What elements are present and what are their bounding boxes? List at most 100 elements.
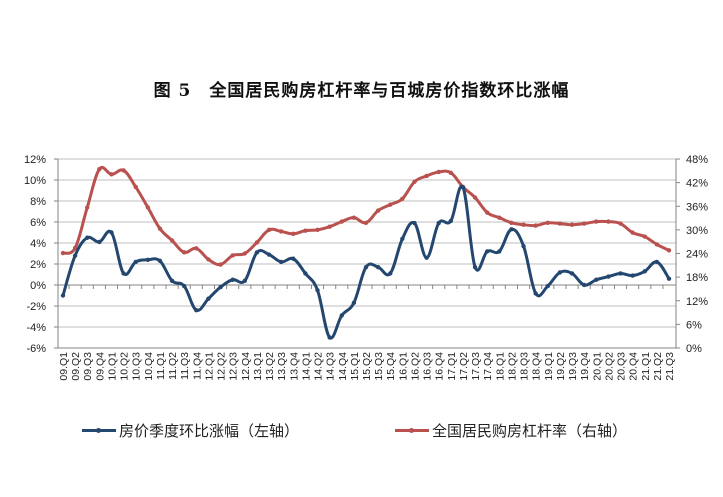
data-point-marker [194,246,199,251]
data-point-marker [254,240,260,245]
data-point-marker [351,300,357,306]
x-axis-tick-label: 10.Q1 [106,352,118,381]
data-point-marker [472,264,478,270]
data-point-marker [109,230,114,235]
data-point-marker [85,235,90,240]
data-point-marker [291,256,296,261]
right-axis-tick-label: 30% [686,225,708,237]
data-point-marker [315,227,320,233]
data-point-marker [254,250,260,255]
x-axis-tick-label: 19.Q2 [555,352,567,381]
x-axis-tick-label: 20.Q2 [603,352,615,381]
left-axis-tick-label: 4% [30,238,46,250]
data-point-marker [533,223,538,228]
x-axis-tick-label: 14.Q3 [325,352,337,381]
x-axis-tick-label: 17.Q2 [458,352,470,381]
x-axis-tick-label: 09.Q2 [70,352,82,381]
data-point-marker [388,202,393,207]
data-point-marker [60,250,66,256]
data-point-marker [194,308,199,313]
x-axis-tick-label: 16.Q1 [397,352,409,381]
x-axis-tick-label: 14.Q1 [300,352,312,381]
x-axis-tick-label: 11.Q1 [155,352,167,380]
data-point-marker [448,170,454,175]
data-point-marker [278,229,284,234]
data-point-marker [521,222,526,227]
x-axis-tick-label: 16.Q2 [409,352,421,381]
right-axis-tick-label: 12% [686,296,708,308]
data-point-marker [60,293,66,298]
data-point-marker [327,335,332,340]
x-axis-tick-label: 15.Q1 [349,352,361,381]
data-point-marker [375,208,381,213]
data-point-marker [654,242,660,247]
series-price-change [60,184,672,340]
right-axis-tick-label: 42% [686,178,708,190]
right-axis-tick-label: 6% [686,319,702,331]
left-axis-tick-label: -6% [26,343,46,355]
data-point-marker [400,196,405,201]
data-point-marker [157,258,163,264]
data-point-marker [303,271,308,276]
data-point-marker [169,238,175,243]
data-point-marker [157,226,163,231]
x-axis-tick-label: 13.Q2 [264,352,276,381]
data-point-marker [278,259,284,265]
x-axis-tick-label: 18.Q1 [494,352,506,381]
left-axis-tick-label: 8% [30,196,46,208]
data-point-marker [581,282,587,288]
data-point-marker [557,270,563,275]
data-point-marker [291,231,296,237]
x-axis-tick-label: 13.Q4 [288,352,300,381]
data-point-marker [448,218,454,224]
left-axis-tick-label: -4% [26,322,46,334]
left-axis-tick-label: 6% [30,217,46,229]
x-axis-tick-label: 14.Q2 [313,352,325,381]
data-point-marker [133,259,138,265]
data-point-marker [242,251,247,256]
x-axis-tick-label: 19.Q4 [579,352,591,381]
x-axis-tick-label: 12.Q1 [203,352,215,381]
right-axis-tick-label: 0% [686,343,702,355]
x-axis-tick-label: 18.Q4 [531,352,543,381]
x-axis-tick-label: 18.Q2 [506,352,518,381]
data-point-marker [642,269,647,274]
data-point-marker [218,262,223,267]
left-axis-tick-label: 10% [24,175,46,187]
data-point-marker [315,288,320,293]
series-leverage-ratio [60,166,672,267]
data-point-marker [545,283,550,289]
data-point-marker [666,248,672,253]
data-point-marker [485,210,490,215]
x-axis-tick-label: 09.Q3 [82,352,94,381]
x-axis-tick-label: 10.Q2 [119,352,131,381]
data-point-marker [618,221,623,226]
x-axis-tick-label: 13.Q1 [252,352,264,381]
right-y-axis-labels: 48% 42% 36% 30% 24% 18% 12% 6% 0% [686,154,708,355]
data-point-marker [182,283,187,289]
data-point-marker [85,205,90,210]
x-axis-tick-label: 12.Q3 [228,352,240,381]
x-axis-tick-label: 17.Q1 [446,352,458,381]
legend-label-price-change: 房价季度环比涨幅（左轴） [119,422,300,440]
data-point-marker [460,185,466,190]
data-point-marker [109,172,114,177]
x-axis-tick-label: 11.Q4 [191,352,203,380]
x-axis-tick-label: 19.Q3 [567,352,579,381]
x-axis-tick-label: 09.Q4 [94,352,106,381]
x-axis-tick-label: 14.Q4 [337,352,349,381]
data-point-marker [581,221,587,226]
x-axis-tick-label: 20.Q4 [628,352,640,381]
data-point-marker [375,264,381,270]
data-point-marker [303,228,308,233]
x-axis-tick-label: 19.Q1 [543,352,555,381]
data-point-marker [72,245,78,251]
data-point-marker [569,271,575,276]
data-point-marker [327,224,332,229]
gridlines [58,158,676,328]
data-point-marker [424,173,429,179]
data-point-marker [436,220,441,226]
legend: 房价季度环比涨幅（左轴） 全国居民购房杠杆率（右轴） [0,420,723,444]
x-axis-tick-label: 18.Q3 [519,352,531,381]
data-point-marker [206,257,211,262]
